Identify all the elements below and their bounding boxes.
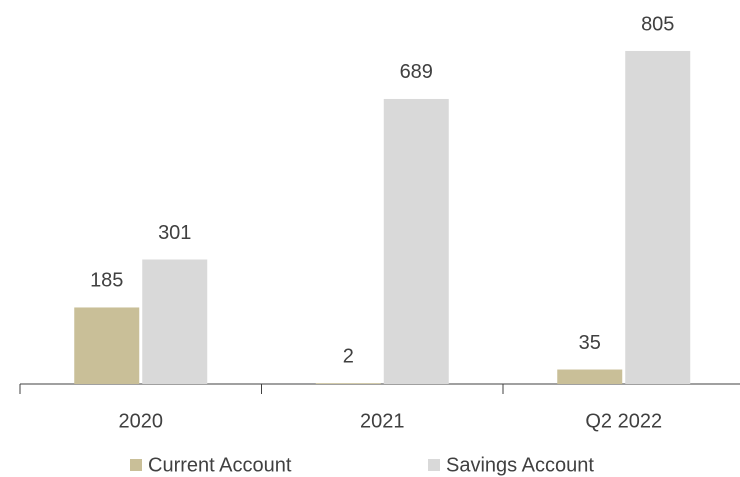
legend-label: Current Account (148, 454, 292, 476)
legend-swatch (428, 459, 440, 471)
bar (557, 369, 623, 384)
bar (315, 383, 381, 384)
bar (383, 98, 449, 385)
legend-swatch (130, 459, 142, 471)
data-label: 35 (579, 332, 601, 354)
bar (625, 50, 691, 385)
data-label: 185 (90, 270, 123, 292)
legend-label: Savings Account (446, 454, 594, 476)
data-label: 2 (343, 345, 354, 367)
x-tick-label: Q2 2022 (585, 410, 662, 432)
data-label: 689 (400, 61, 433, 83)
x-tick-label: 2021 (360, 410, 405, 432)
data-label: 805 (641, 13, 674, 35)
bar (74, 307, 140, 384)
bar (142, 259, 208, 384)
data-label: 301 (158, 222, 191, 244)
x-tick-label: 2020 (119, 410, 164, 432)
